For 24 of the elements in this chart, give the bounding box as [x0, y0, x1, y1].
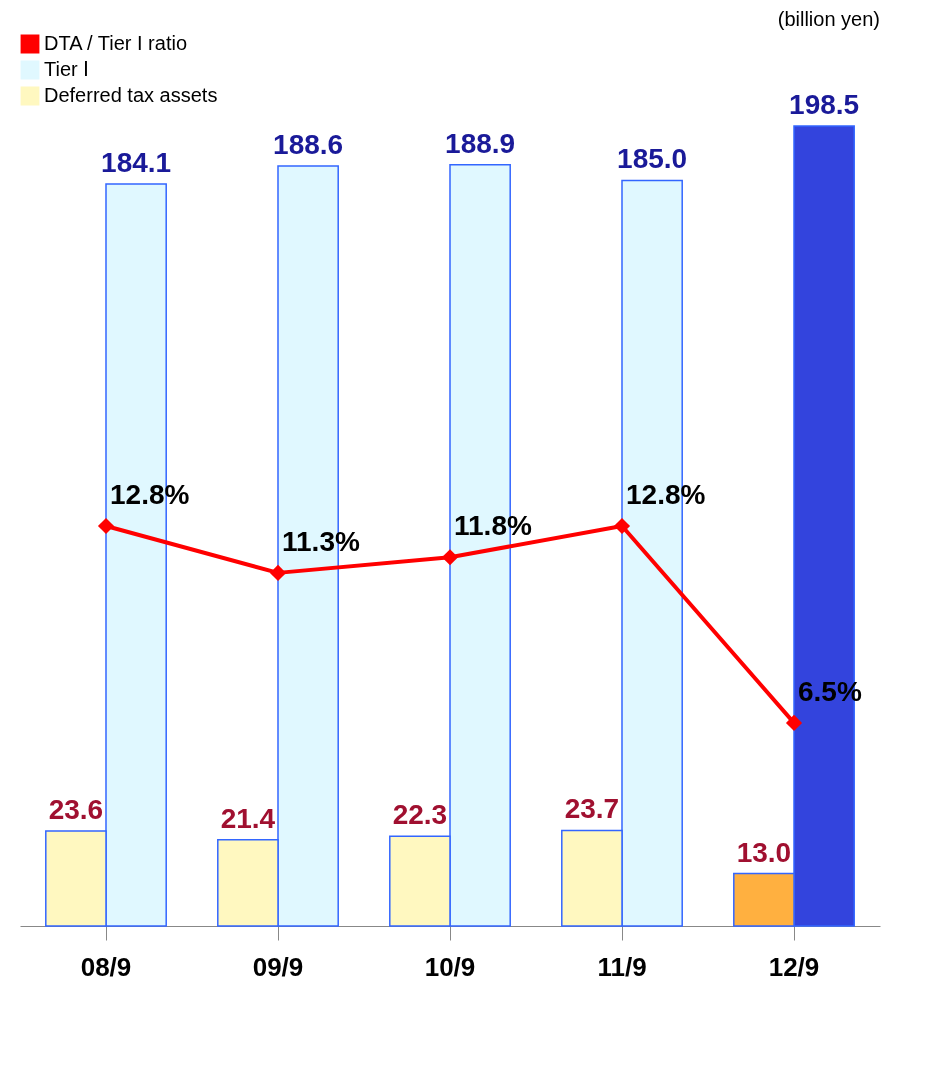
data-label: 188.9 — [445, 127, 516, 159]
point — [613, 517, 631, 535]
x-tick-label: 11/9 — [597, 951, 647, 982]
point — [97, 517, 115, 535]
data-label: 23.6 — [48, 793, 104, 825]
point — [441, 549, 459, 566]
x-tick-label: 12/9 — [768, 951, 820, 982]
data-label: 23.7 — [564, 793, 620, 825]
x-tick-label: 08/9 — [80, 951, 132, 982]
point — [269, 564, 287, 581]
x-tick-label: 10/9 — [424, 951, 476, 982]
point — [785, 714, 803, 731]
data-label: 13.0 — [736, 836, 792, 868]
data-label: 22.3 — [392, 799, 448, 831]
data-label: 188.6 — [273, 128, 344, 160]
data-label: 198.5 — [789, 89, 860, 120]
legend-label: Deferred tax assets — [44, 84, 218, 106]
legend-label: DTA / Tier I ratio — [44, 32, 187, 54]
data-label: 21.4 — [220, 802, 276, 834]
data-label: 185.0 — [617, 143, 688, 175]
legend-label: Tier Ⅰ — [44, 58, 90, 80]
data-label: 184.1 — [101, 147, 172, 179]
text: (billion yen) — [777, 8, 880, 30]
x-tick-label: 09/9 — [252, 951, 304, 982]
